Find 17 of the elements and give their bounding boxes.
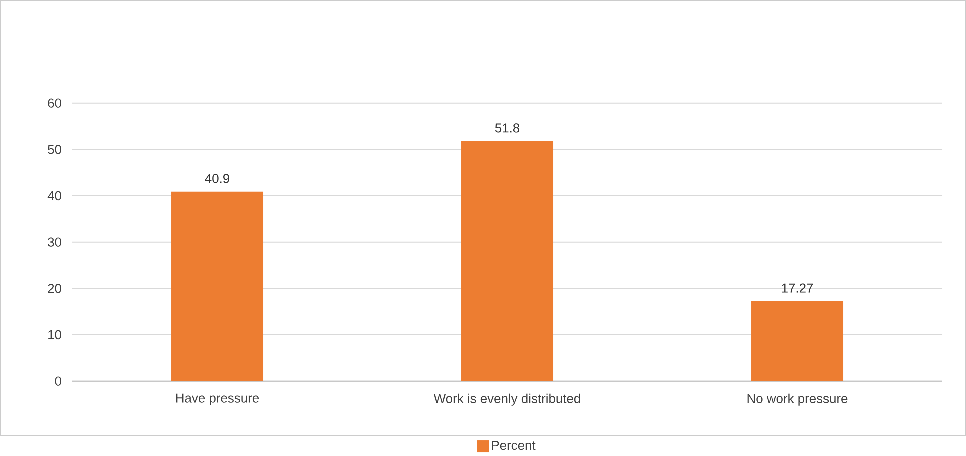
y-tick-label: 60 <box>48 98 62 108</box>
data-label: 51.8 <box>495 124 520 133</box>
y-tick-label: 30 <box>48 238 62 247</box>
x-tick-label: Have pressure <box>176 394 260 406</box>
x-tick-label: Work is evenly distributed <box>434 394 580 406</box>
y-tick-label: 10 <box>48 330 62 340</box>
y-tick-label: 20 <box>48 284 62 294</box>
bar <box>752 301 844 382</box>
x-tick-label: No work pressure <box>748 394 848 406</box>
y-tick-label: 50 <box>48 145 62 154</box>
bar <box>172 192 264 382</box>
bar <box>462 141 554 382</box>
y-tick-label: 40 <box>48 191 62 201</box>
data-label: 17.27 <box>782 284 814 293</box>
data-label: 40.9 <box>205 174 230 184</box>
legend-label: Percent <box>492 441 536 450</box>
y-tick-label: 0 <box>55 376 62 386</box>
